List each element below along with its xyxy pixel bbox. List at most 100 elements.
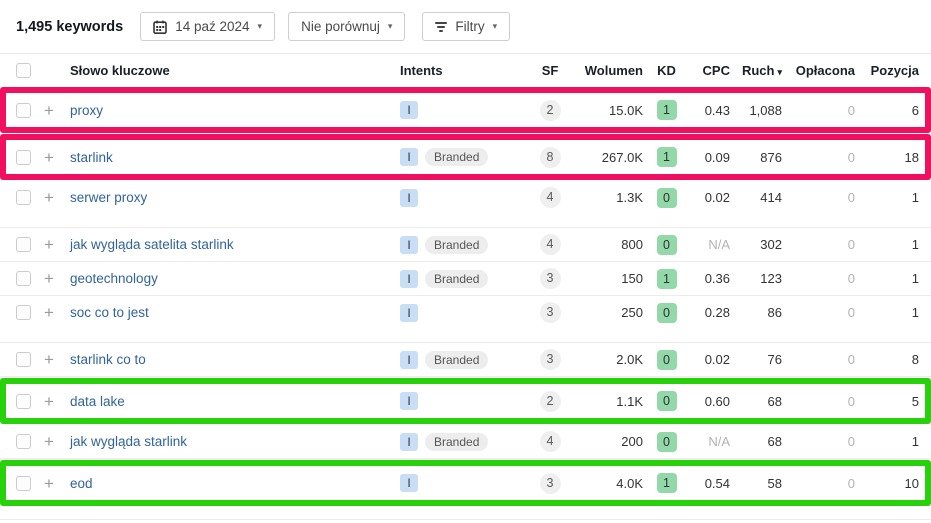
cpc-cell: N/A: [708, 434, 730, 449]
table-row[interactable]: + jak wygląda starlink I Branded 4 200 0 …: [0, 425, 931, 459]
keyword-link[interactable]: starlink co to: [70, 352, 146, 367]
header-intents[interactable]: Intents: [400, 62, 443, 78]
faded-row-gap: [0, 330, 931, 343]
keyword-link[interactable]: starlink: [70, 149, 113, 165]
header-cpc[interactable]: CPC: [702, 62, 730, 78]
traffic-cell: 76: [767, 352, 782, 367]
plus-icon[interactable]: +: [44, 350, 54, 369]
position-cell: 8: [911, 352, 919, 367]
plus-icon[interactable]: +: [44, 473, 54, 493]
row-checkbox[interactable]: [16, 475, 31, 491]
sf-cell: 3: [530, 349, 570, 370]
position-cell: 6: [911, 102, 919, 118]
volume-cell: 15.0K: [609, 102, 643, 118]
row-checkbox[interactable]: [16, 190, 31, 205]
traffic-cell: 123: [760, 271, 782, 286]
kd-badge: 1: [656, 147, 677, 167]
traffic-cell: 68: [767, 434, 782, 449]
sf-cell: 2: [530, 99, 570, 121]
table-row[interactable]: + geotechnology I Branded 3 150 1 0.36 12…: [0, 262, 931, 296]
intent-branded-badge: Branded: [425, 269, 489, 288]
keyword-link[interactable]: geotechnology: [70, 271, 158, 286]
keyword-link[interactable]: jak wygląda starlink: [70, 434, 188, 449]
header-kd[interactable]: KD: [657, 62, 676, 78]
row-checkbox[interactable]: [16, 149, 31, 165]
position-cell: 1: [911, 271, 919, 286]
position-cell: 1: [911, 305, 919, 320]
plus-icon[interactable]: +: [44, 303, 54, 322]
sf-badge: 3: [539, 268, 561, 289]
position-cell: 1: [911, 434, 919, 449]
plus-icon[interactable]: +: [44, 147, 54, 167]
table-row[interactable]: + eod I 3 4.0K 1 0.54 58 0 10: [0, 460, 931, 506]
header-traffic[interactable]: Ruch ▾: [741, 62, 782, 78]
intents-cell: I Branded: [400, 350, 530, 369]
row-checkbox[interactable]: [16, 102, 31, 118]
table-row[interactable]: + soc co to jest I 3 250 0 0.28 86 0 1: [0, 296, 931, 330]
header-position[interactable]: Pozycja: [870, 62, 919, 78]
plus-icon[interactable]: +: [44, 188, 54, 207]
intent-informational-badge: I: [400, 303, 418, 322]
calendar-icon: [153, 20, 168, 34]
filters-dropdown-button[interactable]: Filtry ▾: [422, 12, 511, 41]
cpc-cell: 0.43: [704, 102, 730, 118]
table-row[interactable]: + serwer proxy I 4 1.3K 0 0.02 414 0 1: [0, 181, 931, 215]
table-row[interactable]: + jak wygląda satelita starlink I Branded…: [0, 228, 931, 262]
caret-down-icon: ▾: [387, 21, 393, 31]
select-all-checkbox[interactable]: [16, 62, 31, 78]
row-checkbox[interactable]: [16, 434, 31, 449]
keyword-link[interactable]: data lake: [70, 393, 125, 409]
header-sf[interactable]: SF: [541, 62, 559, 78]
table-row[interactable]: + starlink I Branded 8 267.0K 1 0.09 876 …: [0, 134, 931, 180]
plus-icon[interactable]: +: [44, 391, 54, 411]
keyword-link[interactable]: serwer proxy: [70, 190, 148, 205]
traffic-cell: 302: [760, 237, 782, 252]
volume-cell: 200: [621, 434, 643, 449]
position-cell: 1: [911, 190, 919, 205]
plus-icon[interactable]: +: [44, 432, 54, 451]
row-checkbox[interactable]: [16, 271, 31, 286]
paid-cell: 0: [847, 237, 855, 252]
compare-dropdown-button[interactable]: Nie porównuj ▾: [288, 12, 406, 41]
sf-cell: 4: [530, 187, 570, 208]
row-checkbox[interactable]: [16, 352, 31, 367]
paid-cell: 0: [847, 352, 855, 367]
table-row[interactable]: + proxy I 2 15.0K 1 0.43 1,088 0 6: [0, 87, 931, 133]
row-checkbox[interactable]: [16, 237, 31, 252]
kd-badge: 0: [656, 234, 677, 255]
table-row[interactable]: + starlink co to I Branded 3 2.0K 0 0.02 …: [0, 343, 931, 377]
caret-down-icon: ▾: [257, 21, 263, 31]
keyword-link[interactable]: proxy: [70, 102, 104, 118]
keywords-count: 1,495 keywords: [16, 18, 124, 35]
keyword-link[interactable]: soc co to jest: [70, 305, 149, 320]
table-row[interactable]: + data lake I 2 1.1K 0 0.60 68 0 5: [0, 378, 931, 424]
plus-icon[interactable]: +: [44, 269, 54, 288]
traffic-cell: 86: [767, 305, 782, 320]
keyword-link[interactable]: eod: [70, 475, 93, 491]
paid-cell: 0: [847, 190, 855, 205]
date-picker-button[interactable]: 14 paź 2024 ▾: [140, 12, 276, 41]
header-keyword[interactable]: Słowo kluczowe: [70, 62, 170, 78]
table-header-row: Słowo kluczowe Intents SF Wolumen KD CPC…: [0, 54, 931, 86]
header-volume[interactable]: Wolumen: [584, 62, 643, 78]
volume-cell: 800: [621, 237, 643, 252]
compare-dropdown-label: Nie porównuj: [301, 19, 380, 34]
intents-cell: I: [400, 303, 530, 322]
plus-icon[interactable]: +: [44, 235, 54, 254]
intent-branded-badge: Branded: [425, 432, 489, 451]
kd-badge: 0: [656, 187, 677, 208]
intent-informational-badge: I: [400, 474, 418, 492]
intent-informational-badge: I: [400, 432, 418, 451]
kd-badge: 0: [656, 302, 677, 323]
row-checkbox[interactable]: [16, 393, 31, 409]
kd-badge: 0: [656, 391, 677, 411]
kd-badge: 1: [656, 268, 677, 289]
keyword-link[interactable]: jak wygląda satelita starlink: [70, 237, 234, 252]
header-paid[interactable]: Opłacona: [795, 62, 855, 78]
cpc-cell: 0.54: [704, 475, 730, 491]
row-checkbox[interactable]: [16, 305, 31, 320]
sf-cell: 4: [530, 234, 570, 255]
kd-cell: 1: [643, 100, 690, 120]
plus-icon[interactable]: +: [44, 100, 54, 120]
